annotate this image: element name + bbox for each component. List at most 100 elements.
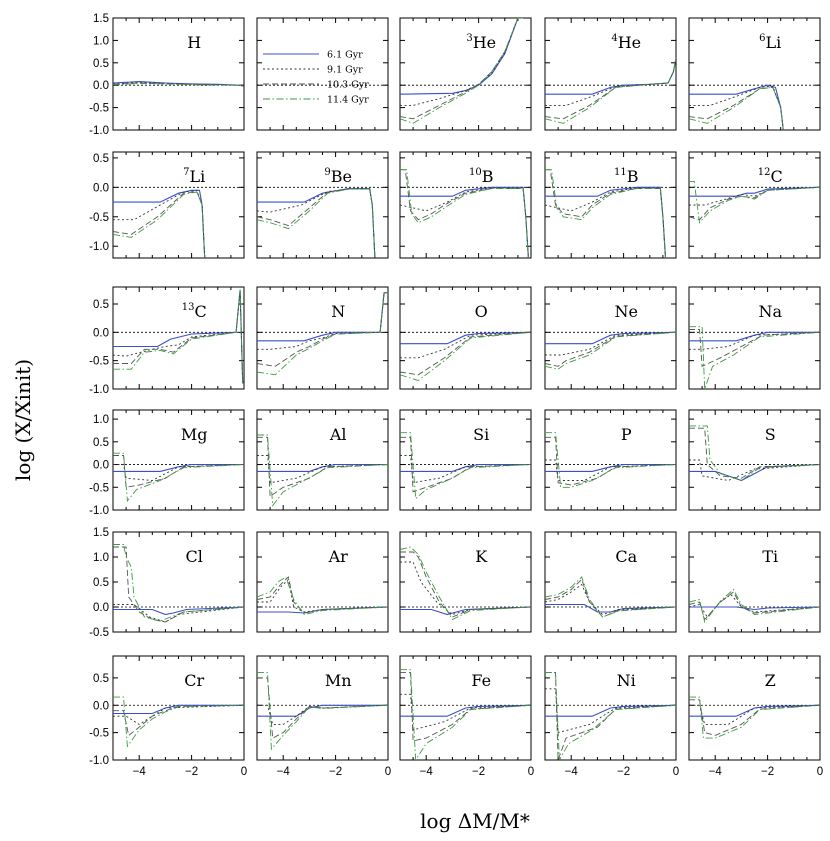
series-line-11-4-gyr bbox=[689, 696, 820, 739]
element-label: Ar bbox=[328, 547, 349, 566]
y-tick-label: -0.5 bbox=[89, 103, 109, 115]
element-label: 9Be bbox=[324, 167, 352, 186]
y-tick-label: -0.5 bbox=[89, 356, 109, 368]
series-line-10-3-gyr bbox=[400, 18, 524, 120]
series-line-10-3-gyr bbox=[257, 292, 387, 367]
y-tick-label: 0.0 bbox=[93, 182, 109, 194]
element-label: 4He bbox=[611, 33, 641, 52]
panel-frame bbox=[256, 151, 389, 259]
panel-1-2: 10B bbox=[399, 151, 532, 259]
series-line-11-4-gyr bbox=[689, 425, 820, 481]
series-line-11-4-gyr bbox=[257, 292, 387, 376]
panel-frame bbox=[688, 531, 821, 633]
panel-0-3: 4He bbox=[544, 17, 677, 131]
element-label: Fe bbox=[471, 671, 491, 690]
element-label: P bbox=[621, 425, 632, 444]
panel-3-3: P bbox=[544, 409, 677, 511]
series-line-6-1-gyr bbox=[257, 704, 388, 717]
series-line-10-3-gyr bbox=[257, 436, 388, 498]
panel-2-0: -1.0 -0.5 0.0 0.5 13C bbox=[89, 286, 245, 396]
series-line-6-1-gyr bbox=[689, 704, 820, 717]
series-line-10-3-gyr bbox=[545, 436, 676, 486]
series-line-9-1-gyr bbox=[545, 58, 676, 106]
element-label: Al bbox=[329, 425, 347, 444]
element-label: Ne bbox=[614, 302, 637, 321]
panel-frame bbox=[544, 151, 677, 259]
panel-frame bbox=[688, 17, 821, 131]
panel-frame bbox=[256, 409, 389, 511]
y-tick-label: 0.0 bbox=[93, 80, 109, 92]
series-line-11-4-gyr bbox=[400, 169, 529, 258]
y-tick-label: 0.5 bbox=[93, 153, 109, 165]
series-line-9-1-gyr bbox=[113, 189, 206, 258]
panel-4-2: K bbox=[399, 531, 532, 633]
x-tick-label: −2 bbox=[472, 766, 485, 778]
panel-0-4: 6Li bbox=[688, 17, 821, 131]
series-line-11-4-gyr bbox=[689, 588, 820, 624]
x-axis-label: log ΔM/M* bbox=[420, 809, 530, 833]
series-line-11-4-gyr bbox=[400, 331, 531, 381]
series-line-11-4-gyr bbox=[257, 576, 388, 616]
panel-frame bbox=[688, 151, 821, 259]
legend-entry-label: 6.1 Gyr bbox=[327, 50, 363, 61]
series-line-11-4-gyr bbox=[545, 576, 676, 618]
y-tick-label: -1.0 bbox=[89, 384, 109, 396]
x-tick-label: 0 bbox=[528, 766, 534, 778]
series-line-6-1-gyr bbox=[113, 289, 244, 384]
element-label: O bbox=[475, 302, 488, 321]
series-line-10-3-gyr bbox=[689, 329, 820, 367]
panel-4-0: -0.5 0.0 0.5 1.0 1.5 Cl bbox=[89, 527, 245, 639]
element-label: Mg bbox=[181, 425, 208, 444]
y-tick-label: 0.0 bbox=[93, 700, 109, 712]
series-line-10-3-gyr bbox=[400, 169, 529, 258]
y-tick-label: 0.5 bbox=[93, 58, 109, 70]
series-line-9-1-gyr bbox=[689, 459, 820, 481]
series-line-6-1-gyr bbox=[689, 606, 820, 611]
series-line-9-1-gyr bbox=[545, 583, 676, 616]
element-label: H bbox=[187, 33, 201, 52]
y-tick-label: 1.0 bbox=[93, 552, 109, 564]
element-label: 3He bbox=[466, 33, 496, 52]
legend-entry-label: 11.4 Gyr bbox=[327, 95, 369, 106]
series-line-6-1-gyr bbox=[400, 463, 531, 472]
series-line-11-4-gyr bbox=[257, 434, 388, 507]
x-tick-label: 0 bbox=[241, 766, 247, 778]
y-tick-label: 0.0 bbox=[93, 460, 109, 472]
series-line-9-1-gyr bbox=[113, 604, 244, 623]
element-label: 12C bbox=[758, 167, 783, 186]
series-line-11-4-gyr bbox=[400, 546, 531, 621]
x-tick-label: 0 bbox=[817, 766, 823, 778]
element-label: Ca bbox=[615, 547, 637, 566]
panel-3-0: -1.0 -0.5 0.0 0.5 1.0 Mg bbox=[89, 409, 245, 517]
series-line-6-1-gyr bbox=[400, 704, 531, 717]
series-line-6-1-gyr bbox=[689, 463, 820, 482]
panel-2-4: Na bbox=[688, 286, 821, 390]
series-line-10-3-gyr bbox=[545, 58, 676, 120]
panel-5-1: −4 −2 0 Mn bbox=[256, 655, 391, 778]
series-line-6-1-gyr bbox=[113, 189, 206, 258]
panel-frame bbox=[112, 151, 245, 259]
series-line-11-4-gyr bbox=[113, 696, 244, 748]
series-line-11-4-gyr bbox=[400, 432, 531, 500]
series-line-6-1-gyr bbox=[113, 463, 244, 472]
series-line-6-1-gyr bbox=[113, 606, 244, 616]
y-tick-label: -0.5 bbox=[89, 627, 109, 639]
panel-3-1: Al bbox=[256, 409, 389, 511]
panel-frame bbox=[112, 409, 245, 511]
series-line-9-1-gyr bbox=[400, 18, 524, 106]
y-tick-label: -1.0 bbox=[89, 125, 109, 137]
series-line-10-3-gyr bbox=[400, 671, 531, 742]
series-line-11-4-gyr bbox=[545, 432, 676, 488]
panel-4-4: Ti bbox=[688, 531, 821, 633]
series-line-9-1-gyr bbox=[400, 693, 531, 731]
x-tick-label: −4 bbox=[709, 766, 723, 778]
series-line-6-1-gyr bbox=[689, 186, 820, 197]
series-line-11-4-gyr bbox=[113, 289, 244, 384]
y-tick-label: 0.5 bbox=[93, 437, 109, 449]
x-tick-label: 0 bbox=[673, 766, 679, 778]
y-tick-label: 1.5 bbox=[93, 527, 109, 539]
element-label: N bbox=[331, 302, 345, 321]
x-tick-label: −2 bbox=[185, 766, 198, 778]
legend-entry-label: 10.3 Gyr bbox=[327, 80, 369, 91]
